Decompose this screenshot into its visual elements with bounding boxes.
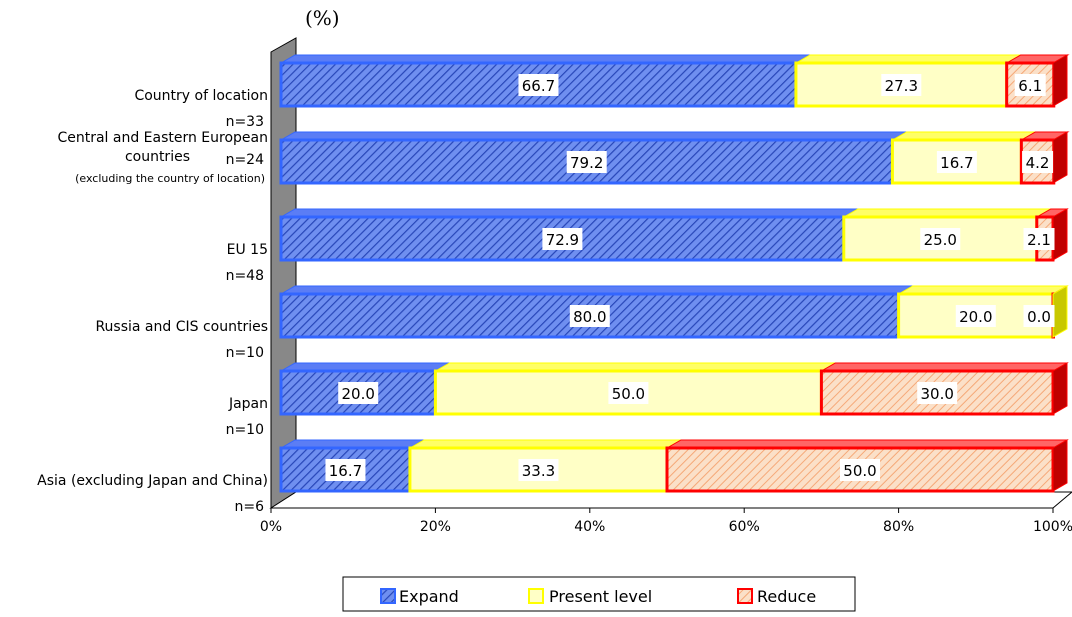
category-label: Asia (excluding Japan and China) <box>37 473 268 489</box>
bars <box>279 54 1070 493</box>
data-label-bg <box>338 382 379 404</box>
bar-side-face <box>1052 285 1068 338</box>
data-label-reduce: 0.0 <box>1027 308 1051 326</box>
bar-side-face <box>1052 131 1068 184</box>
data-label-bg <box>325 459 366 481</box>
legend: Expand Present level Reduce <box>342 576 856 612</box>
category-n-label: n=6 <box>234 499 264 515</box>
data-labels: 66.7 27.3 6.1 79.2 16.7 4.2 72.9 25.0 2.1 80.0 20.… <box>325 74 1055 481</box>
category-sublabel: (excluding the country of location) <box>75 172 265 185</box>
category-label: countries <box>125 149 190 165</box>
x-tick-label: 100% <box>1033 519 1072 535</box>
category-n-label: n=10 <box>226 345 264 361</box>
category-label: Russia and CIS countries <box>95 319 268 335</box>
data-label-present-level: 20.0 <box>959 308 992 326</box>
bar-side-face <box>1052 208 1068 261</box>
data-label-present-level: 25.0 <box>924 231 957 249</box>
data-label-present-level: 33.3 <box>522 462 555 480</box>
category-n-label: n=33 <box>226 114 264 130</box>
data-label-bg <box>1023 305 1055 327</box>
data-label-expand: 20.0 <box>341 385 374 403</box>
data-label-reduce: 4.2 <box>1026 154 1050 172</box>
data-label-reduce: 50.0 <box>843 462 876 480</box>
bar-expand <box>279 215 846 262</box>
category-n-label: n=48 <box>226 268 264 284</box>
data-label-expand: 72.9 <box>546 231 579 249</box>
legend-box <box>342 576 856 612</box>
x-tick-label: 40% <box>574 519 605 535</box>
data-label-bg <box>917 382 958 404</box>
data-label-bg <box>566 151 607 173</box>
data-label-expand: 79.2 <box>570 154 603 172</box>
data-label-bg <box>936 151 977 173</box>
category-n-label: n=10 <box>226 422 264 438</box>
category-label: Country of location <box>134 88 268 104</box>
data-label-bg <box>518 74 559 96</box>
legend-label-present-level: Present level <box>549 587 652 606</box>
bar-side-face <box>1052 362 1068 415</box>
data-label-bg <box>840 459 880 481</box>
data-label-bg <box>1014 74 1046 96</box>
category-label: Central and Eastern European <box>57 130 268 146</box>
x-tick-label: 60% <box>729 519 760 535</box>
x-tick-label: 0% <box>260 519 282 535</box>
x-tick-label: 20% <box>420 519 451 535</box>
data-label-reduce: 30.0 <box>920 385 953 403</box>
data-label-bg <box>542 228 583 250</box>
x-axis-ticks: 0% 20% 40% 60% 80% 100% <box>260 508 1072 535</box>
legend-label-expand: Expand <box>399 587 459 606</box>
data-label-present-level: 27.3 <box>885 77 918 95</box>
data-label-present-level: 16.7 <box>940 154 973 172</box>
plot-left-wall <box>270 37 297 509</box>
legend-label-reduce: Reduce <box>757 587 816 606</box>
data-label-bg <box>1023 228 1055 250</box>
data-label-bg <box>518 459 559 481</box>
bar-side-face <box>1052 439 1068 492</box>
data-label-expand: 80.0 <box>573 308 606 326</box>
unit-label: (%) <box>305 6 340 30</box>
x-tick-label: 80% <box>883 519 914 535</box>
data-label-bg <box>955 305 996 327</box>
data-label-bg <box>920 228 961 250</box>
data-label-bg <box>1022 151 1054 173</box>
data-label-bg <box>881 74 922 96</box>
legend-swatch-present-level <box>528 588 544 604</box>
legend-swatch-expand <box>380 588 396 604</box>
plot-floor <box>269 491 1072 509</box>
legend-swatch-reduce <box>737 588 753 604</box>
category-label: EU 15 <box>227 242 268 258</box>
bar-side-face <box>1052 54 1068 107</box>
category-label: Japan <box>228 396 268 412</box>
data-label-present-level: 50.0 <box>612 385 645 403</box>
data-label-bg <box>608 382 649 404</box>
data-label-reduce: 6.1 <box>1018 77 1042 95</box>
data-label-expand: 16.7 <box>329 462 362 480</box>
category-n-label: n=24 <box>226 152 265 168</box>
data-label-bg <box>569 305 610 327</box>
data-label-reduce: 2.1 <box>1027 231 1051 249</box>
data-label-expand: 66.7 <box>522 77 555 95</box>
